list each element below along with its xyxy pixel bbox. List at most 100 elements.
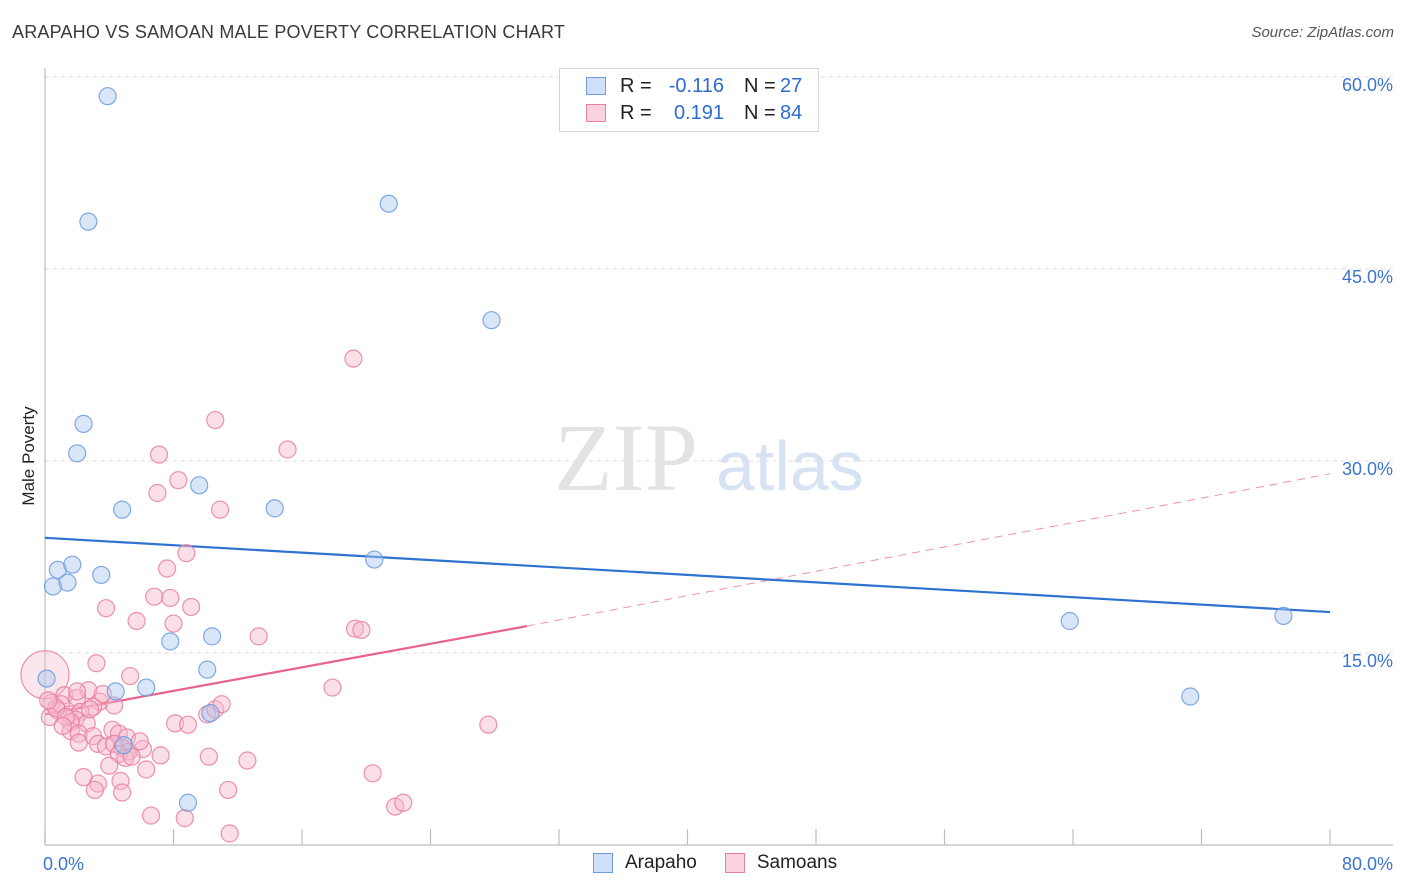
point-samoans [87,654,106,673]
point-samoans [161,588,180,608]
point-samoans [127,611,146,631]
legend-label-arapaho: Arapaho [625,852,697,873]
trend-line-samoans-projection [526,473,1331,627]
point-samoans [104,696,124,715]
point-samoans [53,716,72,736]
legend-n-value: 27 [780,74,803,97]
point-samoans [112,783,132,802]
point-samoans [20,650,70,700]
point-arapaho [43,577,63,596]
point-samoans [175,809,194,828]
legend-item-samoans[interactable]: Samoans [724,852,838,874]
point-samoans [249,627,268,646]
point-samoans [85,780,104,800]
point-arapaho [63,555,82,574]
point-samoans [210,500,230,519]
point-arapaho [161,632,180,651]
legend-row-samoans: R = 0.191 N = 84 [586,101,802,125]
legend-swatch-samoans [586,104,606,122]
trend-lines [44,473,1331,716]
y-tick-label: 15.0% [1342,651,1393,671]
legend-swatch-arapaho [593,853,613,873]
point-arapaho [137,678,156,697]
point-samoans [137,760,156,779]
legend-n-label: N = [744,101,776,124]
point-samoans [141,806,161,825]
point-arapaho [1060,611,1079,631]
point-arapaho [114,736,133,755]
point-arapaho [48,560,67,579]
point-samoans [363,764,382,783]
point-samoans [68,682,87,701]
legend-item-arapaho[interactable]: Arapaho [593,852,697,874]
point-samoans [169,471,188,490]
watermark: ZIP atlas [554,404,864,511]
y-axis-label: Male Poverty [19,406,38,506]
point-arapaho [265,499,284,518]
legend-swatch-samoans [724,853,745,873]
point-arapaho [482,311,501,330]
point-samoans [39,691,58,710]
point-samoans [238,751,257,770]
legend-n-label: N = [744,74,776,97]
point-samoans [206,410,225,430]
point-arapaho [178,793,198,812]
point-samoans [352,620,371,640]
point-arapaho [98,87,117,106]
point-samoans [178,715,198,734]
point-samoans [479,715,498,734]
source-label: Source: ZipAtlas.com [1251,24,1394,41]
point-samoans [130,732,149,751]
x-tick-label: 80.0% [1342,854,1393,874]
point-samoans [100,756,119,775]
legend-r-value: 0.191 [673,101,724,124]
legend-n-value: 84 [780,101,803,124]
point-arapaho [68,444,87,463]
trend-line-samoans [44,625,528,716]
y-tick-label: 60.0% [1342,75,1393,95]
point-arapaho [198,660,217,679]
point-samoans [157,559,177,578]
point-samoans [394,793,413,812]
x-tick-label: 0.0% [43,854,84,874]
point-samoans [164,614,183,633]
point-samoans [111,771,130,791]
point-samoans [278,440,297,459]
point-samoans [199,747,218,766]
point-samoans [68,688,87,707]
point-samoans [96,599,116,618]
stats-legend: R = -0.116 N = 27 R = 0.191 N = 84 [559,68,819,132]
series-legend: Arapaho Samoans [593,852,865,874]
point-samoans [344,349,363,368]
point-arapaho [379,194,398,213]
point-samoans [219,780,238,800]
axes [44,68,1393,846]
point-samoans [80,700,100,719]
point-samoans [323,678,342,697]
legend-r-label: R = [620,74,652,97]
point-arapaho [79,212,98,231]
trend-line-arapaho [44,536,1331,614]
watermark-atlas: atlas [716,427,864,505]
point-samoans [220,824,239,843]
point-samoans [345,619,365,638]
point-arapaho [92,565,111,585]
chart-title: ARAPAHO VS SAMOAN MALE POVERTY CORRELATI… [12,22,566,42]
point-arapaho [106,682,125,701]
tick-labels: 15.0% 30.0% 45.0% 60.0% 0.0% 80.0% [43,75,1393,874]
legend-r-value: -0.116 [668,74,724,97]
point-samoans [69,733,88,752]
legend-label-samoans: Samoans [756,852,838,873]
point-samoans [177,544,196,563]
point-arapaho [201,704,220,723]
point-arapaho [1274,606,1293,625]
point-arapaho [202,627,222,646]
y-tick-label: 30.0% [1342,459,1393,479]
point-arapaho [1181,687,1200,706]
point-arapaho [74,414,93,433]
legend-row-arapaho: R = -0.116 N = 27 [586,74,802,98]
point-arapaho [37,669,56,688]
point-arapaho [190,476,209,495]
point-samoans [182,597,201,617]
